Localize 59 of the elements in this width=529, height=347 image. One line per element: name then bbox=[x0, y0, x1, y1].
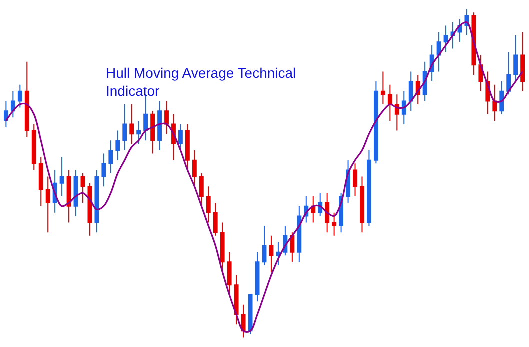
candlestick bbox=[122, 104, 128, 152]
candlestick bbox=[241, 304, 246, 338]
candlestick bbox=[94, 170, 100, 234]
candlestick bbox=[458, 18, 462, 43]
candlestick bbox=[325, 192, 330, 234]
candlestick bbox=[150, 110, 156, 154]
candlestick bbox=[234, 274, 239, 326]
candlestick bbox=[408, 71, 414, 112]
candlestick bbox=[353, 163, 358, 197]
candlestick bbox=[332, 212, 337, 236]
candlestick bbox=[444, 25, 448, 52]
candlestick bbox=[18, 84, 22, 108]
candlestick bbox=[74, 170, 78, 217]
candlestick bbox=[66, 170, 72, 224]
candlestick bbox=[269, 235, 274, 273]
candlestick bbox=[276, 242, 281, 266]
candlestick bbox=[206, 186, 211, 224]
candlestick bbox=[164, 100, 169, 135]
candlestick bbox=[255, 252, 260, 302]
candlestick bbox=[130, 104, 134, 144]
candlestick bbox=[102, 153, 106, 188]
candlestick bbox=[506, 51, 512, 96]
candlestick bbox=[108, 140, 114, 174]
candlestick bbox=[500, 81, 504, 115]
candlestick bbox=[32, 124, 36, 171]
candlestick bbox=[199, 173, 204, 207]
candlestick bbox=[402, 90, 406, 125]
text: Hull Moving Average Technical Indicator bbox=[106, 65, 296, 100]
candlestick bbox=[4, 100, 8, 128]
candlestick bbox=[514, 35, 518, 82]
candlestick bbox=[10, 90, 16, 118]
candlestick bbox=[436, 32, 442, 72]
candlestick bbox=[394, 94, 400, 132]
candlestick bbox=[492, 84, 498, 122]
candlestick bbox=[116, 130, 120, 161]
candlestick bbox=[227, 252, 232, 296]
candlestick bbox=[192, 150, 197, 188]
candlestick bbox=[262, 226, 267, 266]
candlestick bbox=[290, 232, 295, 263]
candlestick bbox=[478, 54, 484, 92]
candlestick bbox=[388, 84, 392, 122]
candlestick bbox=[24, 61, 30, 138]
candlestick bbox=[158, 100, 162, 152]
candlestick bbox=[80, 173, 86, 204]
candlestick bbox=[178, 124, 183, 152]
candlestick bbox=[136, 120, 142, 144]
candlestick bbox=[297, 206, 302, 263]
candlestick bbox=[38, 156, 44, 207]
candlestick bbox=[380, 71, 386, 106]
candlestick bbox=[213, 202, 218, 236]
candlestick bbox=[520, 32, 526, 92]
candlestick bbox=[46, 176, 50, 234]
candlestick bbox=[360, 176, 364, 234]
candlestick bbox=[374, 81, 378, 164]
candlestick bbox=[311, 196, 316, 224]
candlestick bbox=[367, 150, 372, 227]
candlestick bbox=[248, 294, 253, 335]
candlestick bbox=[60, 156, 64, 197]
candlestick bbox=[185, 124, 190, 171]
